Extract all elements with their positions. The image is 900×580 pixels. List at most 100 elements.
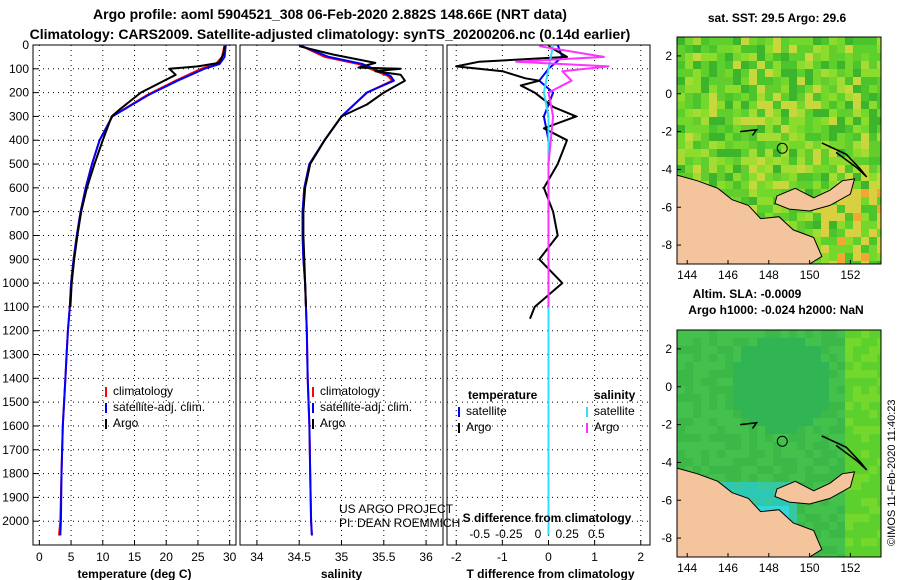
map-cell xyxy=(741,85,749,93)
map-cell xyxy=(877,77,881,85)
map-cell xyxy=(685,378,693,386)
map-cell xyxy=(845,149,853,157)
map-cell xyxy=(685,149,693,157)
map-cell xyxy=(797,410,805,418)
series-line-s-argo xyxy=(515,45,610,307)
map-cell xyxy=(789,442,797,450)
map-cell xyxy=(741,181,749,189)
map-cell xyxy=(757,474,765,482)
map-cell xyxy=(861,538,869,546)
map-cell xyxy=(829,253,837,261)
map-cell xyxy=(741,133,749,141)
map-cell xyxy=(797,474,805,482)
map-cell xyxy=(829,149,837,157)
map-y-tick-label: -8 xyxy=(661,531,672,545)
map-cell xyxy=(805,362,813,370)
map-cell xyxy=(733,410,741,418)
map-cell xyxy=(693,450,701,458)
map-cell xyxy=(773,125,781,133)
map-cell xyxy=(773,370,781,378)
map-cell xyxy=(709,474,717,482)
map-cell xyxy=(861,253,869,261)
map-cell xyxy=(709,338,717,346)
land-new-britain xyxy=(774,471,856,505)
map-cell xyxy=(749,93,757,101)
map-cell xyxy=(797,109,805,117)
map-cell xyxy=(813,157,821,165)
map-cell xyxy=(693,37,701,45)
map-cell xyxy=(717,141,725,149)
map-cell xyxy=(725,133,733,141)
map-cell xyxy=(869,61,877,69)
map-cell xyxy=(717,418,725,426)
map-cell xyxy=(861,61,869,69)
map-cell xyxy=(725,125,733,133)
map-cell xyxy=(845,165,853,173)
x-tick-label: 36 xyxy=(419,550,433,564)
map-cell xyxy=(741,117,749,125)
map-cell xyxy=(733,362,741,370)
map-cell xyxy=(757,45,765,53)
legend-label: satellite xyxy=(466,404,507,418)
map-cell xyxy=(749,197,757,205)
map-cell xyxy=(877,530,881,538)
map-cell xyxy=(781,474,789,482)
map-cell xyxy=(789,221,797,229)
map-cell xyxy=(805,426,813,434)
map-cell xyxy=(797,117,805,125)
map-cell xyxy=(781,362,789,370)
map-cell xyxy=(877,522,881,530)
map-cell xyxy=(861,530,869,538)
map-cell xyxy=(861,125,869,133)
map-cell xyxy=(789,77,797,85)
y-tick-label: 700 xyxy=(9,205,29,219)
map-cell xyxy=(861,514,869,522)
map-cell xyxy=(717,173,725,181)
map-cell xyxy=(877,346,881,354)
y-tick-label: 1000 xyxy=(2,276,29,290)
map-cell xyxy=(869,386,877,394)
map-cell xyxy=(837,85,845,93)
map-cell xyxy=(845,77,853,85)
map-cell xyxy=(877,514,881,522)
map-cell xyxy=(829,181,837,189)
map-cell xyxy=(773,45,781,53)
map-cell xyxy=(749,149,757,157)
map-x-tick-label: 146 xyxy=(718,561,738,575)
y-tick-label: 800 xyxy=(9,228,29,242)
map-cell xyxy=(677,101,685,109)
map-cell xyxy=(741,37,749,45)
map-cell xyxy=(717,53,725,61)
map-cell xyxy=(709,418,717,426)
plot-title-line1: Argo profile: aoml 5904521_308 06-Feb-20… xyxy=(93,6,567,22)
series-line-argo xyxy=(69,46,226,307)
map-cell xyxy=(821,53,829,61)
map-cell xyxy=(749,402,757,410)
map-cell xyxy=(853,482,861,490)
map-cell xyxy=(757,330,765,338)
map-cell xyxy=(869,354,877,362)
map-cell xyxy=(877,197,881,205)
map-cell xyxy=(837,197,845,205)
map-cell xyxy=(845,261,853,264)
map-cell xyxy=(741,173,749,181)
legend-header-salinity: salinity xyxy=(594,388,636,402)
map-cell xyxy=(853,109,861,117)
map-cell xyxy=(757,418,765,426)
map-cell xyxy=(733,37,741,45)
map-x-tick-label: 152 xyxy=(840,561,860,575)
map-cell xyxy=(709,370,717,378)
sst-map-title: sat. SST: 29.5 Argo: 29.6 xyxy=(708,11,847,25)
map-cell xyxy=(853,173,861,181)
map-cell xyxy=(869,45,877,53)
map-cell xyxy=(789,474,797,482)
map-cell xyxy=(685,133,693,141)
y-tick-label: 300 xyxy=(9,109,29,123)
map-cell xyxy=(829,133,837,141)
map-cell xyxy=(733,117,741,125)
map-cell xyxy=(829,213,837,221)
map-cell xyxy=(701,125,709,133)
map-cell xyxy=(853,466,861,474)
map-cell xyxy=(789,386,797,394)
map-cell xyxy=(765,442,773,450)
